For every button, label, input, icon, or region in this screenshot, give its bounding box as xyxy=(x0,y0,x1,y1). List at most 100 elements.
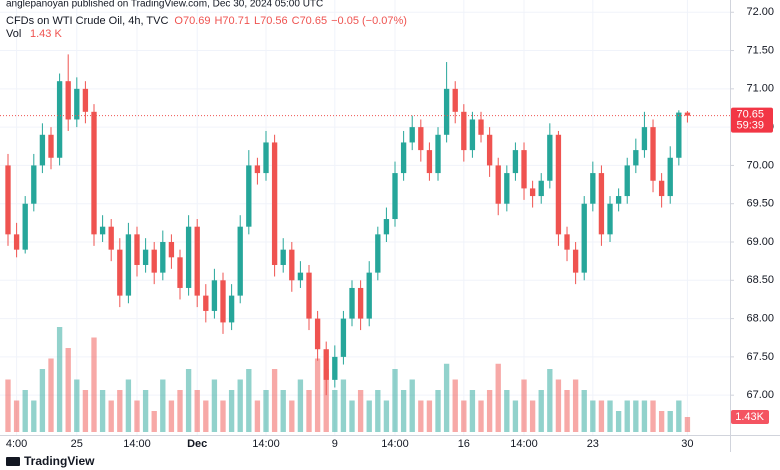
candle-body xyxy=(108,226,114,250)
candle-body xyxy=(56,81,63,158)
volume-bar xyxy=(151,411,157,432)
candle-body xyxy=(142,249,149,265)
countdown: 59:39 xyxy=(736,120,764,132)
volume-bar xyxy=(607,400,613,432)
candle-body xyxy=(590,173,596,204)
volume-bar xyxy=(91,337,97,432)
x-tick-label: 30 xyxy=(681,438,693,450)
candle-body xyxy=(650,127,656,181)
candle-body xyxy=(486,134,493,166)
x-tick-label: 14:00 xyxy=(252,438,280,450)
volume-bar xyxy=(529,400,536,432)
volume-bar xyxy=(263,390,269,432)
volume-bar xyxy=(108,400,114,432)
x-tick-label: 23 xyxy=(587,438,599,450)
candle-body xyxy=(13,234,20,250)
candle-body xyxy=(117,249,123,296)
volume-bar xyxy=(521,379,527,432)
candle-body xyxy=(469,119,476,151)
candle-body xyxy=(289,249,295,281)
candle-body xyxy=(598,173,605,235)
volume-bar xyxy=(13,400,20,432)
x-tick-label: 16 xyxy=(458,438,470,450)
volume-bar xyxy=(125,379,132,432)
volume-bar xyxy=(5,379,11,432)
volume-bar xyxy=(495,363,501,432)
legend-value: H70.71 xyxy=(214,15,249,27)
volume-bar xyxy=(486,390,493,432)
candle-body xyxy=(177,257,183,288)
candle-body xyxy=(435,134,441,174)
volume-bar xyxy=(426,400,433,432)
volume-bar xyxy=(461,400,467,432)
volume-bar xyxy=(160,379,166,432)
price-pane xyxy=(0,54,730,396)
volume-bar xyxy=(168,400,175,432)
volume-bar xyxy=(504,390,510,432)
candle-body xyxy=(160,242,166,273)
candle-body xyxy=(409,127,415,143)
candle-body xyxy=(263,142,269,174)
candle-body xyxy=(495,165,501,204)
volume-bar xyxy=(598,400,605,432)
candle-body xyxy=(340,318,347,357)
volume-value: 1.43 K xyxy=(30,28,62,40)
logo-icon xyxy=(6,457,20,466)
x-tick-label: 4:00 xyxy=(6,438,27,450)
candle-body xyxy=(538,180,544,197)
candle-body xyxy=(357,287,364,319)
candle-body xyxy=(99,226,106,235)
last-price-label: 70.65 xyxy=(736,109,764,121)
y-tick-label: 68.00 xyxy=(746,312,774,324)
volume-bar xyxy=(581,390,587,432)
volume-bar xyxy=(366,400,372,432)
candle-body xyxy=(306,272,312,319)
legend-value: O70.69 xyxy=(174,15,210,27)
volume-axis-box xyxy=(731,409,769,424)
candle-body xyxy=(349,287,355,319)
candle-body xyxy=(624,165,630,197)
candle-body xyxy=(572,249,579,273)
candle-body xyxy=(22,203,28,250)
candle-body xyxy=(521,150,527,189)
volume-bar xyxy=(667,411,673,432)
volume-bar xyxy=(375,390,381,432)
y-tick-label: 67.00 xyxy=(746,389,774,401)
volume-bar xyxy=(117,390,123,432)
volume-bar xyxy=(340,379,347,432)
volume-bar xyxy=(676,400,682,432)
candle-body xyxy=(31,165,37,204)
volume-bar xyxy=(134,400,140,432)
candle-body xyxy=(581,203,587,273)
y-tick-label: 70.00 xyxy=(746,159,774,171)
y-tick-label: 71.00 xyxy=(746,83,774,95)
candle-body xyxy=(426,150,433,174)
volume-bar xyxy=(392,369,398,432)
volume-bar xyxy=(74,379,80,432)
volume-bar xyxy=(452,379,458,432)
x-tick-label: Dec xyxy=(187,438,207,450)
volume-bar xyxy=(469,390,476,432)
y-tick-label: 72.00 xyxy=(746,6,774,18)
volume-bar xyxy=(349,400,355,432)
candle-body xyxy=(452,88,458,112)
candle-body xyxy=(297,272,304,281)
volume-bar xyxy=(332,390,338,432)
volume-bar xyxy=(435,390,441,432)
candle-body xyxy=(615,196,622,204)
candle-body xyxy=(400,142,407,174)
volume-bar xyxy=(177,390,183,432)
candle-body xyxy=(5,165,11,235)
x-tick-label: 9 xyxy=(332,438,338,450)
volume-bar xyxy=(306,390,312,432)
y-tick-label: 69.00 xyxy=(746,236,774,248)
volume-bar xyxy=(297,379,304,432)
x-tick-label: 14:00 xyxy=(381,438,409,450)
y-tick-label: 69.50 xyxy=(746,198,774,210)
volume-bar xyxy=(658,411,665,432)
volume-bar xyxy=(547,369,553,432)
volume-bar xyxy=(383,400,390,432)
candle-body xyxy=(504,173,510,204)
candle-body xyxy=(555,134,562,235)
